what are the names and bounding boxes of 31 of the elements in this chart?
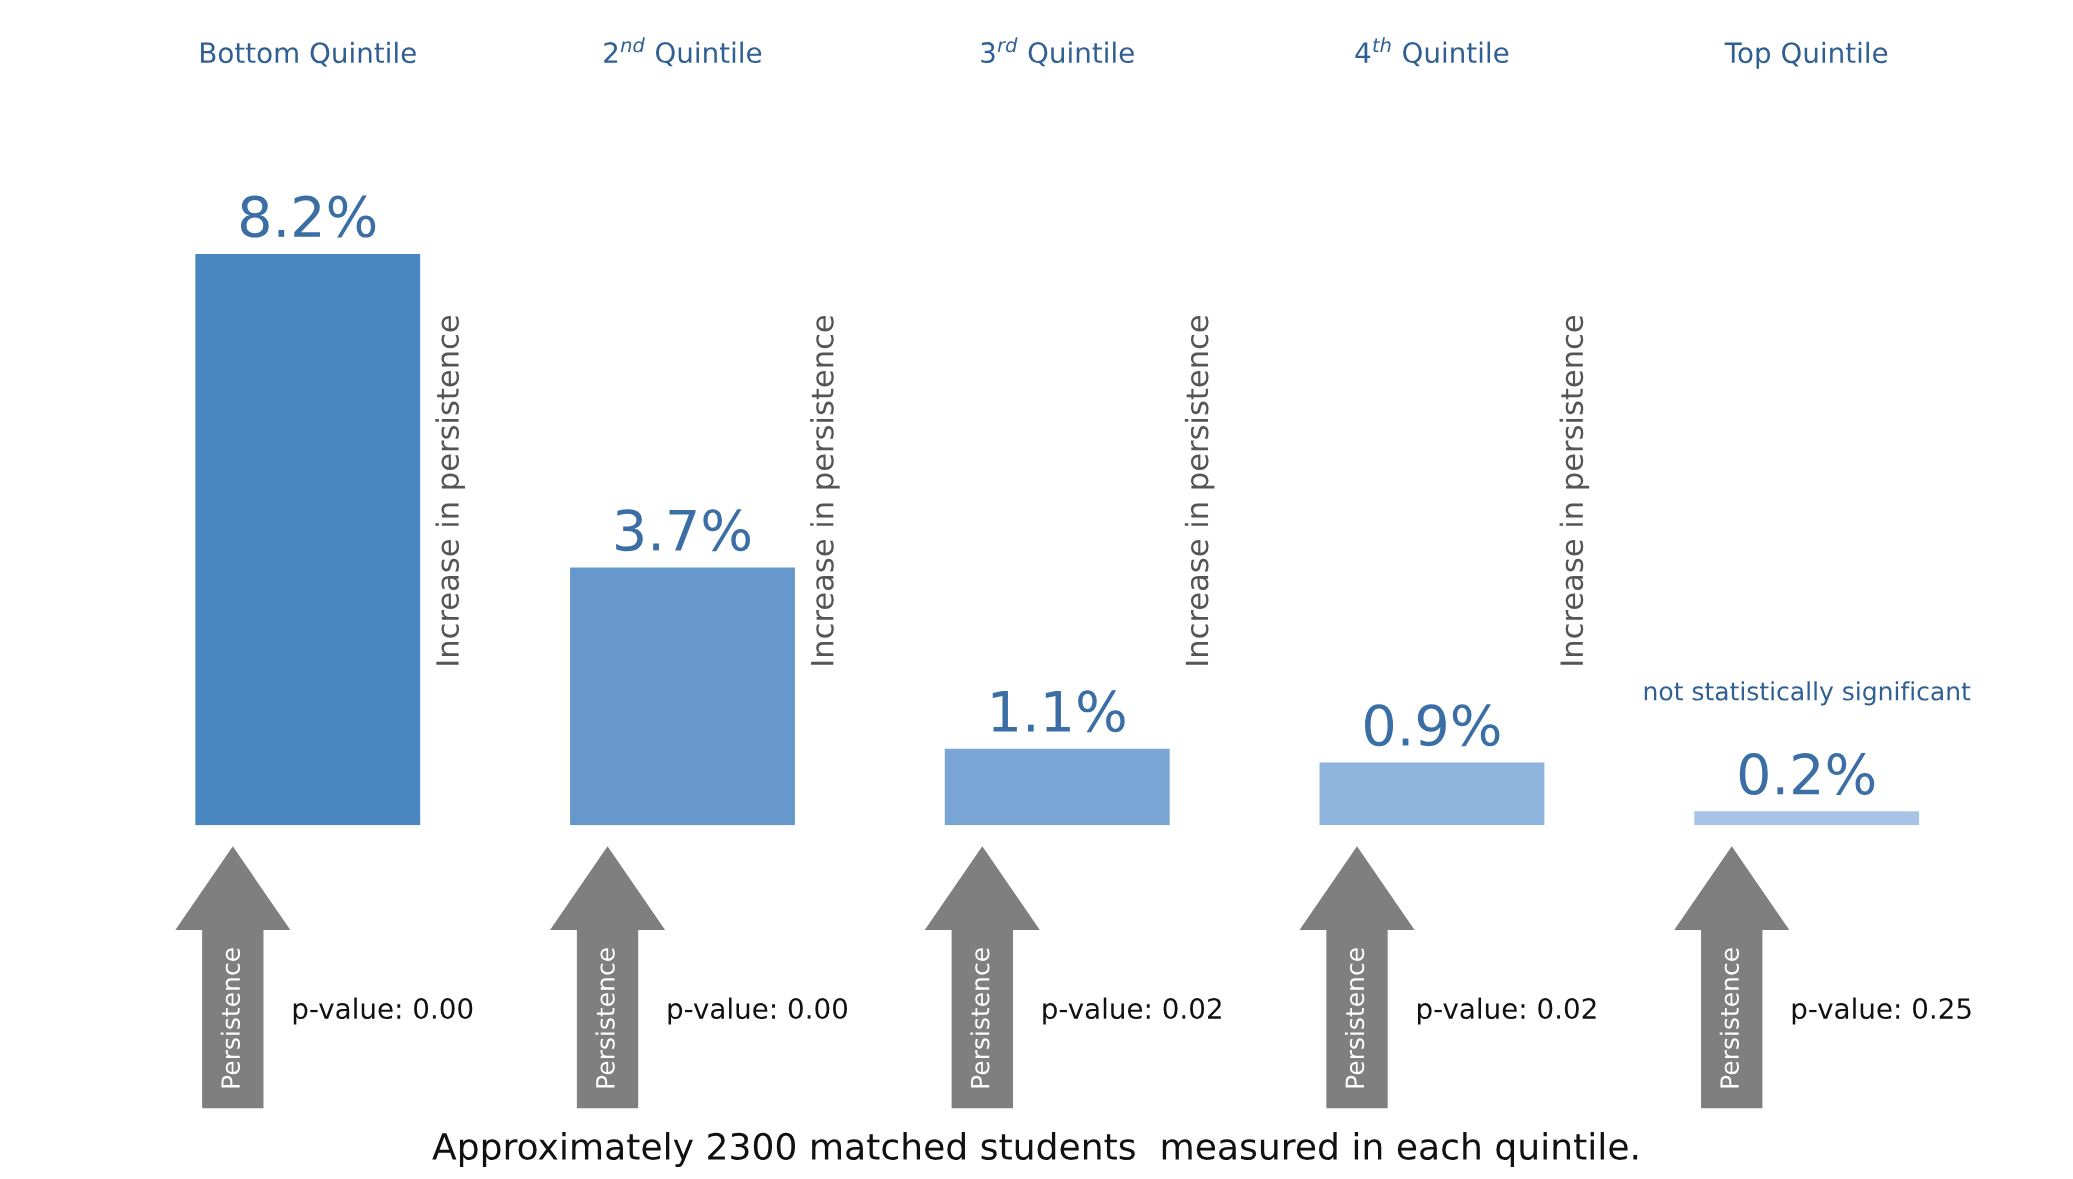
data-label: 8.2% — [240, 195, 376, 238]
annotation: not statistically significant — [1644, 681, 1971, 706]
text: Persistence — [970, 948, 990, 1088]
text: p-value: 0.25 — [1792, 997, 1971, 1025]
text: p-value: 0.02 — [1418, 997, 1596, 1025]
x-tick-label: 4$^{th}$ Quintile — [1355, 37, 1509, 67]
annotation: Increase in persistence — [1184, 315, 1215, 665]
text: Persistence — [1719, 948, 1740, 1088]
bar — [1319, 762, 1545, 826]
text: Persistence — [1344, 948, 1365, 1088]
text: Approximately 2300 matched students measured in each quintile. — [432, 1132, 1638, 1167]
bar — [1694, 811, 1920, 826]
data-label: 0.9% — [1365, 704, 1500, 747]
annotation: Increase in persistence — [810, 315, 840, 665]
data-label: 3.7% — [616, 509, 750, 552]
bar — [944, 748, 1170, 826]
x-tick-label: Top Quintile — [1724, 41, 1888, 69]
x-tick-label: Bottom Quintile — [201, 41, 416, 67]
data-label: 1.1% — [992, 690, 1125, 733]
x-tick-label: 3$^{rd}$ Quintile — [981, 37, 1134, 67]
text: p-value: 0.02 — [1043, 997, 1221, 1025]
text: p-value: 0.00 — [668, 997, 848, 1025]
text: Persistence — [220, 948, 241, 1088]
bar — [570, 567, 795, 826]
annotation: Increase in persistence — [435, 315, 465, 665]
bar — [195, 253, 421, 826]
data-label: 0.2% — [1739, 753, 1875, 796]
x-tick-label: 2$^{nd}$ Quintile — [604, 37, 762, 67]
text: Persistence — [595, 948, 615, 1088]
annotation: Increase in persistence — [1559, 315, 1590, 665]
text: p-value: 0.00 — [293, 997, 473, 1025]
